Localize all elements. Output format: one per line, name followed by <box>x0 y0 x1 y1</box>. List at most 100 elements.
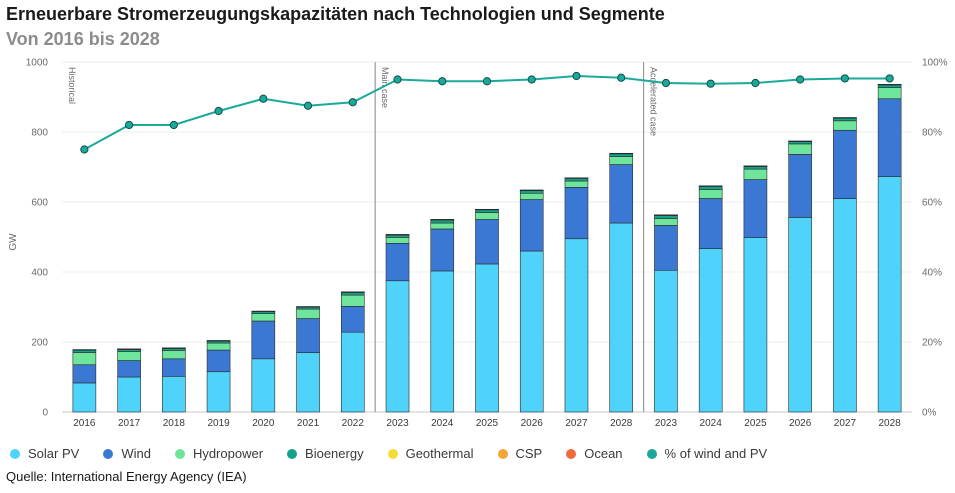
y-tick-label: 200 <box>31 338 48 349</box>
bar-segment-solar-pv <box>117 376 141 413</box>
share-line <box>80 71 894 154</box>
x-tick-label: 2019 <box>207 418 230 429</box>
x-tick-label: 2020 <box>252 418 275 429</box>
legend-label: Ocean <box>584 446 623 461</box>
legend-label: CSP <box>515 446 543 461</box>
x-tick-label: 2017 <box>118 418 141 429</box>
y2-tick-label: 0% <box>922 408 937 419</box>
legend-label: Wind <box>121 446 151 461</box>
bar-segment-wind <box>385 243 410 282</box>
segment-dividers: Historical Main case Accelerated case <box>67 62 659 412</box>
bar-segment-solar-pv <box>519 250 544 413</box>
legend-swatch <box>287 448 298 459</box>
x-tick-label: 2023 <box>655 418 678 429</box>
bar-segment-solar-pv <box>564 238 589 413</box>
share-point <box>348 98 357 107</box>
share-point <box>482 77 492 86</box>
y2-tick-label: 80% <box>922 128 942 139</box>
bar-segment-solar-pv <box>743 237 768 413</box>
share-point <box>169 120 178 130</box>
bar-segment-hydropower <box>251 313 276 322</box>
bar-segment-hydropower <box>877 87 902 100</box>
legend-label: Geothermal <box>405 446 474 461</box>
bar-segment-wind <box>475 219 499 265</box>
x-tick-label: 2022 <box>342 418 365 429</box>
legend-label: Bioenergy <box>305 446 364 461</box>
share-point <box>751 78 760 88</box>
bar-segment-wind <box>833 129 857 199</box>
share-point <box>885 74 894 83</box>
bar-segment-wind <box>877 98 902 177</box>
bar-segment-wind <box>743 179 768 239</box>
share-point <box>661 78 671 88</box>
bar-segment-hydropower <box>206 342 231 351</box>
bar-segment-wind <box>117 360 141 378</box>
bar-segment-solar-pv <box>609 222 634 413</box>
bar-segment-hydropower <box>609 156 634 165</box>
legend-swatch <box>387 448 398 459</box>
x-tick-label: 2026 <box>789 418 812 429</box>
bar-segment-hydropower <box>833 120 857 131</box>
y-tick-label: 400 <box>31 268 48 279</box>
y2-tick-label: 20% <box>922 338 942 349</box>
share-point <box>617 73 626 82</box>
bar-segment-solar-pv <box>430 270 455 413</box>
x-tick-label: 2026 <box>521 418 544 429</box>
share-point <box>796 75 805 84</box>
bar-segment-wind <box>72 364 97 384</box>
y-axis-label: GW <box>8 233 19 251</box>
legend-swatch <box>10 448 20 459</box>
bar-segment-hydropower <box>475 212 499 220</box>
share-point <box>527 75 536 84</box>
share-point <box>214 106 223 116</box>
bar-segment-wind <box>296 318 320 353</box>
share-point <box>80 145 89 154</box>
bar-segment-wind <box>251 320 276 360</box>
bar-segment-wind <box>698 198 723 249</box>
legend-item: Ocean <box>566 446 623 461</box>
source-note: Quelle: International Energy Agency (IEA… <box>6 469 247 484</box>
y-tick-label: 0 <box>42 408 48 419</box>
bar-segment-wind <box>609 164 634 224</box>
bar-segment-wind <box>340 305 365 333</box>
bar-segment-solar-pv <box>385 280 410 413</box>
bar-segment-solar-pv <box>788 217 812 413</box>
chart-title: Erneuerbare Stromerzeugungskapazitäten n… <box>6 4 665 24</box>
bar-segment-solar-pv <box>251 358 276 413</box>
y-tick-label: 800 <box>31 128 48 139</box>
bar-segment-solar-pv <box>877 176 902 413</box>
legend-item: Wind <box>103 446 151 461</box>
legend-label: Solar PV <box>28 446 80 461</box>
bar-segment-wind <box>654 225 678 271</box>
x-tick-label: 2025 <box>744 418 767 429</box>
share-point <box>125 120 134 130</box>
share-line-path <box>83 74 890 151</box>
x-tick-label: 2018 <box>163 418 186 429</box>
bar-segment-solar-pv <box>654 269 678 413</box>
bar-segment-hydropower <box>72 352 97 366</box>
bar-segment-wind <box>788 154 812 218</box>
share-point <box>438 77 447 86</box>
share-point <box>572 71 581 81</box>
y-axis-ticks: 0 200 400 600 800 1000 <box>26 58 49 419</box>
legend-item: CSP <box>497 446 543 461</box>
share-point <box>393 75 402 84</box>
bar-segment-solar-pv <box>340 331 365 413</box>
legend-swatch <box>566 448 577 459</box>
bar-segment-wind <box>162 358 186 377</box>
x-tick-label: 2027 <box>834 418 857 429</box>
chart-subtitle: Von 2016 bis 2028 <box>6 29 160 49</box>
y2-tick-label: 60% <box>922 198 942 209</box>
legend-label: Hydropower <box>192 446 264 461</box>
legend-item: Bioenergy <box>287 446 364 461</box>
x-tick-label: 2016 <box>73 418 96 429</box>
bar-segment-hydropower <box>743 168 768 180</box>
bar-segment-hydropower <box>654 218 678 226</box>
bar-segment-hydropower <box>162 350 186 360</box>
legend-swatch <box>174 448 185 459</box>
bar-segment-hydropower <box>519 192 544 200</box>
legend-item: Hydropower <box>174 446 264 461</box>
bar-segment-hydropower <box>117 351 141 361</box>
y-tick-label: 1000 <box>26 58 49 69</box>
